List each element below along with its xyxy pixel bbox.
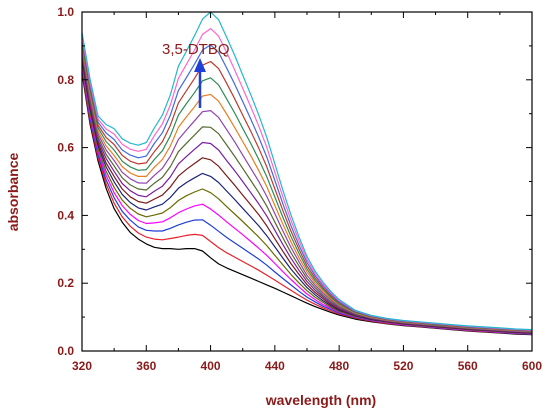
x-tick-label: 400 <box>201 359 221 373</box>
series-line-16 <box>81 11 533 331</box>
annotation-arrow <box>194 58 206 108</box>
y-tick-label: 0.6 <box>57 141 74 155</box>
y-tick-label: 0.2 <box>57 276 74 290</box>
series-line-6 <box>81 59 533 334</box>
series-layer <box>81 11 533 336</box>
x-axis-title: wavelength (nm) <box>265 392 376 408</box>
x-tick-label: 520 <box>393 359 413 373</box>
x-tick-label: 360 <box>136 359 156 373</box>
x-tick-label: 440 <box>265 359 285 373</box>
y-axis-title: absorbance <box>5 152 21 231</box>
series-line-1 <box>81 72 533 336</box>
y-tick-label: 0.0 <box>57 344 74 358</box>
series-line-4 <box>81 64 533 335</box>
series-line-14 <box>81 37 533 331</box>
x-tick-label: 560 <box>458 359 478 373</box>
series-line-2 <box>81 70 533 335</box>
series-line-11 <box>81 45 533 332</box>
arrow-head <box>194 58 206 72</box>
annotation-label: 3,5-DTBQ <box>162 41 230 58</box>
y-tick-label: 1.0 <box>57 5 74 19</box>
x-tick-label: 320 <box>72 359 92 373</box>
x-tick-label: 600 <box>522 359 542 373</box>
y-tick-label: 0.4 <box>57 208 74 222</box>
series-line-5 <box>81 62 533 334</box>
tick-layer: 320 360 400 440 480 520 560 600 0.0 0.2 0.4 0.6 0.8 1… <box>57 5 542 373</box>
x-tick-label: 480 <box>329 359 349 373</box>
y-tick-label: 0.8 <box>57 73 74 87</box>
series-line-10 <box>81 48 533 333</box>
